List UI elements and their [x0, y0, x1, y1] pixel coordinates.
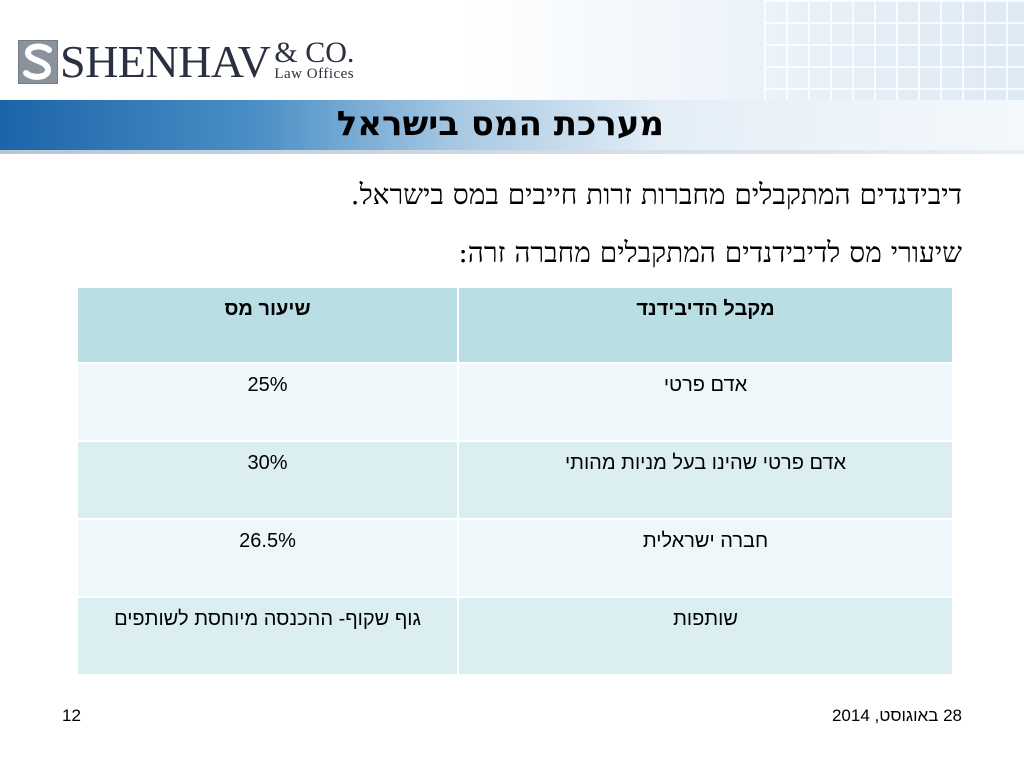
tax-rate-table: מקבל הדיבידנד שיעור מס אדם פרטי 25% אדם … — [75, 286, 954, 676]
title-band — [0, 100, 1024, 150]
page-number: 12 — [62, 706, 81, 725]
header-recipient: מקבל הדיבידנד — [457, 286, 954, 364]
cell-recipient: שותפות — [457, 596, 954, 676]
title-band-shadow — [0, 150, 1024, 154]
body-text-line-1: דיבידנדים המתקבלים מחברות זרות חייבים במ… — [350, 178, 962, 211]
logo-subtitle: Law Offices — [274, 66, 355, 82]
cell-recipient: אדם פרטי שהינו בעל מניות מהותי — [457, 440, 954, 520]
body-text-line-2: שיעורי מס לדיבידנדים המתקבלים מחברה זרה: — [458, 236, 962, 269]
company-logo: SHENHAV & CO. Law Offices — [18, 36, 355, 87]
table-row: אדם פרטי שהינו בעל מניות מהותי 30% — [75, 440, 954, 520]
cell-recipient: חברה ישראלית — [457, 518, 954, 598]
cell-rate: 26.5% — [75, 518, 460, 598]
table-row: שותפות גוף שקוף- ההכנסה מיוחסת לשותפים — [75, 596, 954, 676]
table-row: חברה ישראלית 26.5% — [75, 518, 954, 598]
slide-title: מערכת המס בישראל — [336, 104, 664, 144]
logo-co: & CO. — [274, 36, 355, 69]
cell-recipient: אדם פרטי — [457, 362, 954, 442]
footer-date: 28 באוגוסט, 2014 — [831, 706, 962, 725]
table-header-row: מקבל הדיבידנד שיעור מס — [75, 286, 954, 364]
table-row: אדם פרטי 25% — [75, 362, 954, 442]
logo-side: & CO. Law Offices — [274, 36, 355, 83]
header-tax-rate: שיעור מס — [75, 286, 460, 364]
cell-rate: 25% — [75, 362, 460, 442]
logo-name: SHENHAV — [60, 36, 271, 87]
cell-rate: גוף שקוף- ההכנסה מיוחסת לשותפים — [75, 596, 460, 676]
logo-s-mark-icon — [18, 40, 58, 84]
cell-rate: 30% — [75, 440, 460, 520]
